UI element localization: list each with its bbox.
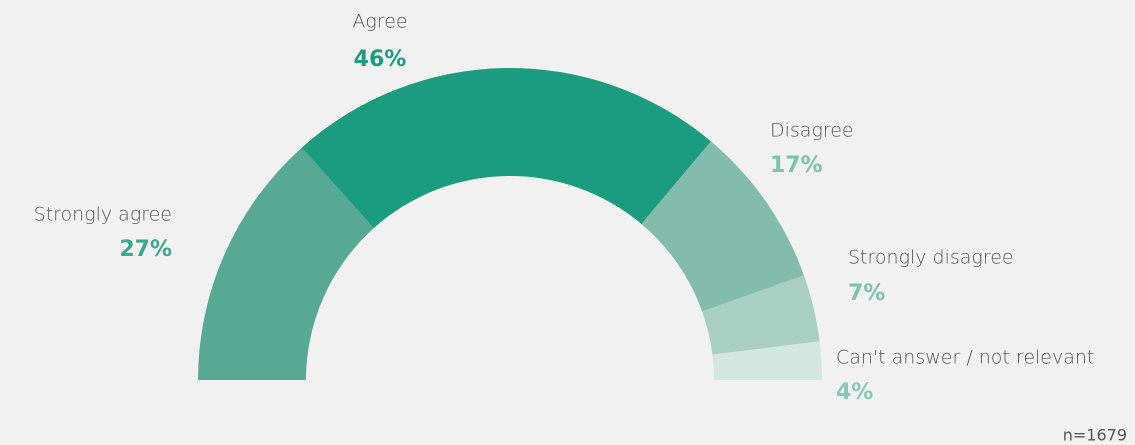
category-label: Can't answer / not relevant (836, 347, 1094, 369)
category-label: Strongly disagree (848, 247, 1014, 269)
donut-segment (702, 275, 820, 355)
value-label: 4% (836, 380, 873, 405)
category-label: Disagree (770, 120, 854, 142)
category-label: Strongly agree (34, 204, 172, 226)
donut-segment (198, 147, 374, 380)
value-label: 17% (770, 153, 823, 178)
value-label: 27% (119, 237, 172, 262)
sample-size-note: n=1679 (1063, 426, 1127, 445)
category-label: Agree (352, 11, 407, 33)
donut-segment (301, 67, 711, 229)
donut-segment (641, 141, 804, 312)
value-label: 7% (848, 281, 885, 306)
donut-segment (712, 341, 822, 380)
value-label: 46% (354, 47, 407, 72)
